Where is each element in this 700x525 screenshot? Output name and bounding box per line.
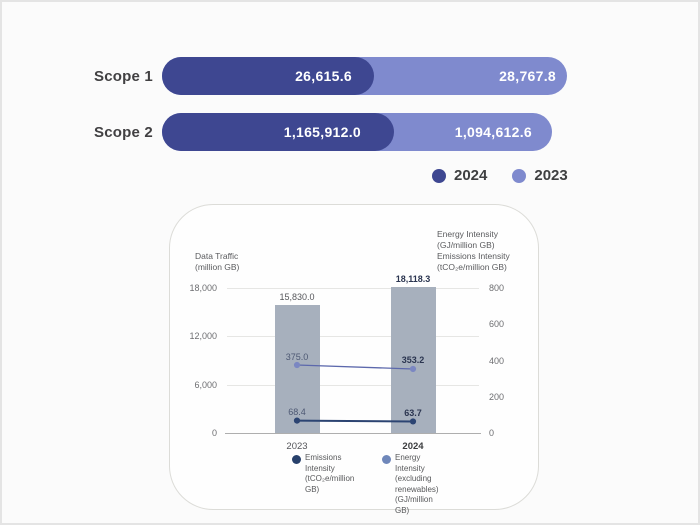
data-point-icon: [293, 417, 301, 424]
x-axis-label-2024: 2024: [402, 441, 424, 452]
scope2-label: Scope 2: [94, 123, 153, 141]
data-traffic-bar-2024: [390, 287, 436, 433]
line-value-label: 353.2: [401, 355, 425, 366]
left-axis-tick: 0: [211, 428, 217, 438]
scope2-2024-segment: 1,165,912.0: [162, 113, 394, 151]
intensity-chart-card: Data Traffic (million GB) Energy Intensi…: [169, 204, 539, 515]
data-traffic-bar-2023: [274, 305, 320, 433]
data-traffic-value-label: 18,118.3: [395, 274, 431, 285]
left-axis-tick: 6,000: [194, 379, 217, 390]
data-point-icon: [409, 418, 417, 425]
line-energy-intensity: [296, 364, 414, 370]
legend-2024-label: 2024: [454, 167, 488, 184]
legend-label: Energy Intensity (excluding renewables) …: [395, 453, 439, 515]
scope1-2023-value: 28,767.8: [499, 68, 556, 84]
scope1-2024-value: 26,615.6: [295, 68, 352, 84]
legend-item-2023: 2023: [512, 167, 568, 184]
line-value-label: 375.0: [285, 351, 309, 362]
data-point-icon: [293, 361, 301, 369]
data-traffic-value-label: 15,830.0: [279, 292, 315, 303]
left-axis-tick: 18,000: [189, 283, 217, 293]
scope2-2023-value: 1,094,612.6: [454, 124, 532, 140]
data-point-icon: [409, 365, 417, 373]
scope2-bar: 1,094,612.6 1,165,912.0: [162, 113, 552, 151]
legend-dot-icon: [292, 455, 301, 464]
line-value-label: 68.4: [288, 407, 306, 418]
gridline: [227, 336, 479, 338]
legend-dot-icon: [382, 455, 391, 464]
scope1-2024-segment: 26,615.6: [162, 57, 374, 95]
line-emissions-intensity: [296, 419, 414, 423]
scope1-label: Scope 1: [94, 67, 153, 85]
right-axis-tick: 0: [489, 428, 495, 438]
legend-2023-dot-icon: [512, 168, 527, 183]
x-axis-line: [225, 433, 481, 434]
gridline: [227, 384, 479, 386]
right-axis-tick: 800: [489, 283, 505, 293]
legend-label: Emissions Intensity (tCO₂e/million GB): [305, 453, 355, 494]
scope1-bar: 28,767.8 26,615.6: [162, 57, 567, 95]
x-axis-label-2023: 2023: [286, 441, 308, 452]
right-axis-tick: 200: [489, 391, 505, 402]
legend-2024-dot-icon: [432, 168, 446, 183]
right-axis-title: Energy Intensity (GJ/million GB) Emissio…: [437, 229, 510, 272]
right-axis-tick: 600: [489, 319, 505, 330]
scope2-2024-value: 1,165,912.0: [283, 124, 361, 140]
legend-2023-label: 2023: [534, 167, 568, 184]
line-series-canvas: [293, 361, 417, 425]
line-value-label: 63.7: [404, 407, 422, 418]
gridline: [227, 288, 479, 289]
legend-item-2024: 2024: [432, 167, 487, 184]
right-axis-tick: 400: [489, 355, 505, 366]
left-axis-tick: 12,000: [189, 331, 217, 342]
left-axis-title: Data Traffic (million GB): [195, 251, 240, 272]
scope-chart-legend: 2024 2023: [432, 167, 568, 184]
